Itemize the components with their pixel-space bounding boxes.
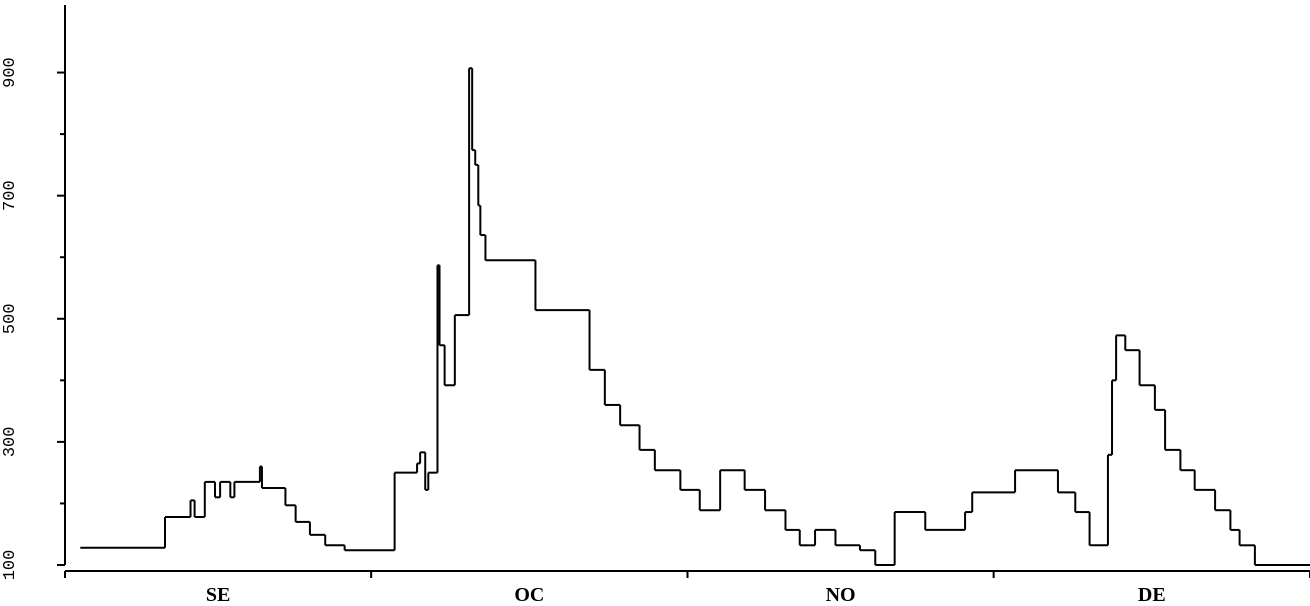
x-category-label: SE [206, 584, 230, 606]
x-category-label: OC [514, 584, 544, 606]
y-tick-label: 700 [1, 180, 20, 211]
y-tick-label: 100 [1, 550, 20, 581]
y-tick-label: 500 [1, 303, 20, 334]
x-category-label: DE [1138, 584, 1166, 606]
x-category-label: NO [826, 584, 856, 606]
y-tick-label: 300 [1, 427, 20, 458]
y-tick-label: 900 [1, 57, 20, 88]
